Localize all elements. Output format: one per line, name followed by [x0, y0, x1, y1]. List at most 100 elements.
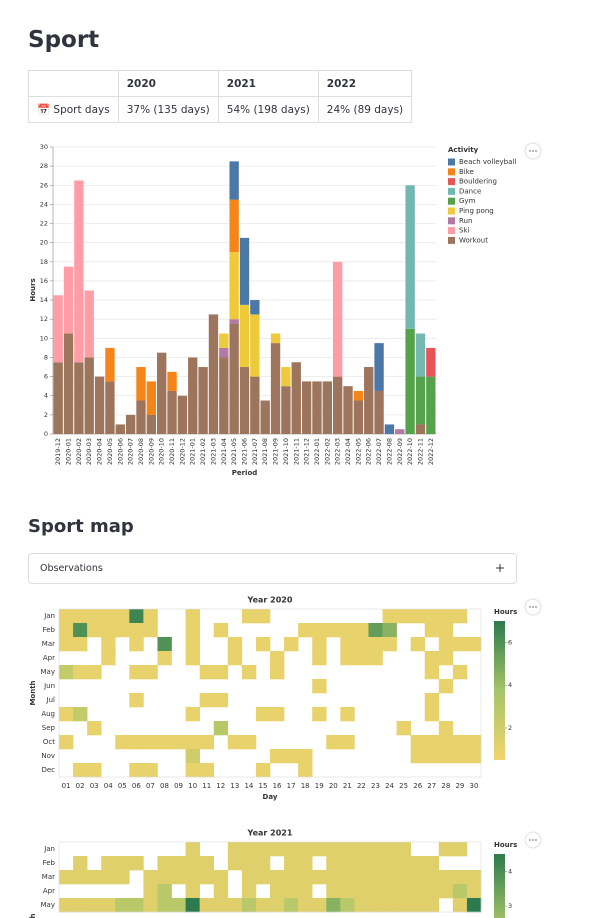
heat-cell [396, 609, 411, 624]
heat-cell [171, 870, 186, 885]
heat-cell [73, 665, 88, 680]
section-title: Sport map [28, 516, 134, 537]
heat-cell [87, 898, 102, 913]
heat-cell [410, 884, 426, 899]
heat-cell [284, 749, 299, 764]
y-tick-label: Feb [43, 859, 56, 867]
heat-cell [143, 870, 158, 885]
x-tick-label: 29 [455, 782, 464, 790]
heat-cell [270, 749, 285, 764]
legend-tick-label: 4 [508, 867, 512, 875]
bar-segment [105, 347, 115, 382]
heat-cell [59, 870, 74, 885]
legend-swatch [448, 227, 455, 235]
heat-cell [270, 870, 285, 885]
heat-cell [382, 884, 397, 899]
legend-tick-label: 2 [508, 724, 512, 732]
x-tick-label: 27 [427, 782, 436, 790]
legend-title: Hours [494, 841, 517, 849]
heat-cell [438, 884, 454, 899]
heat-cell [227, 898, 243, 913]
heat-cell [382, 856, 397, 871]
heat-cell [438, 623, 454, 638]
y-tick-label: 16 [40, 277, 48, 285]
heat-cell [340, 707, 355, 722]
heat-cell [185, 735, 200, 750]
heat-cell [199, 898, 215, 913]
heat-cell [157, 637, 172, 652]
heat-cell [199, 870, 215, 885]
chart-menu[interactable] [524, 831, 542, 849]
heat-cell [424, 693, 440, 708]
heat-cell [59, 665, 74, 680]
heat-cell [270, 707, 285, 722]
plot-frame [58, 608, 482, 778]
x-tick-label: 03 [90, 782, 99, 790]
legend-swatch [448, 178, 455, 186]
heat-cell [326, 842, 341, 857]
heat-cell [101, 856, 116, 871]
heat-cell [59, 623, 74, 638]
legend-tick-label: 4 [508, 681, 512, 689]
x-tick-label: 08 [160, 782, 169, 790]
heat-cell [368, 884, 383, 899]
heat-cell [115, 735, 130, 750]
y-tick-label: 26 [40, 181, 48, 189]
heat-cell [452, 609, 468, 624]
bar-segment [63, 333, 74, 434]
bar-segment [229, 319, 239, 324]
y-tick-label: 2 [44, 411, 48, 419]
heat-cell [340, 856, 355, 871]
x-axis-title: Period [232, 469, 258, 477]
heat-cell [213, 898, 229, 913]
y-tick-label: 22 [40, 220, 48, 228]
heat-cell [298, 623, 313, 638]
heat-cell [255, 898, 271, 913]
heat-cell [185, 651, 200, 666]
bar-segment [229, 161, 239, 200]
expander[interactable]: Observations [28, 553, 517, 584]
x-tick-label: 01 [62, 782, 71, 790]
bar-segment [229, 252, 239, 320]
heat-cell [452, 898, 468, 913]
heat-cell [59, 707, 74, 722]
cell: 24% (89 days) [317, 96, 413, 123]
bar-segment [374, 343, 384, 391]
heat-cell [87, 870, 102, 885]
bar-segment [146, 381, 157, 415]
bar-segment [281, 367, 291, 387]
heat-cell [241, 665, 257, 680]
legend-swatch [448, 217, 455, 225]
x-tick-label: 26 [413, 782, 422, 790]
bar-segment [167, 390, 177, 434]
plot-frame [58, 841, 482, 913]
heat-cell [73, 870, 88, 885]
bar-segment [198, 367, 208, 434]
heat-cell [466, 870, 482, 885]
x-tick-label: 2022-02 [323, 438, 331, 465]
heat-cell [466, 749, 482, 764]
heat-cell [171, 856, 186, 871]
x-tick-label: 28 [441, 782, 450, 790]
heat-cell [171, 735, 186, 750]
heat-cell [438, 749, 454, 764]
heat-cell [284, 856, 299, 871]
chart-menu[interactable] [524, 142, 542, 160]
heat-cell [73, 623, 88, 638]
heat-cell [185, 707, 200, 722]
chart-menu[interactable] [524, 598, 542, 616]
bar-segment [115, 424, 125, 434]
heat-cell [298, 749, 313, 764]
heat-cell [143, 623, 158, 638]
heat-cell [326, 884, 341, 899]
expander-label: Observations [40, 563, 103, 574]
y-tick-label: May [41, 668, 55, 676]
heat-cell [396, 870, 411, 885]
heat-cell [213, 870, 229, 885]
x-tick-label: 2022-03 [334, 438, 342, 465]
heat-cell [199, 735, 215, 750]
heat-cell [185, 609, 200, 624]
bar-segment [415, 376, 426, 425]
bar-segment [332, 261, 343, 377]
y-tick-label: 24 [40, 200, 48, 208]
